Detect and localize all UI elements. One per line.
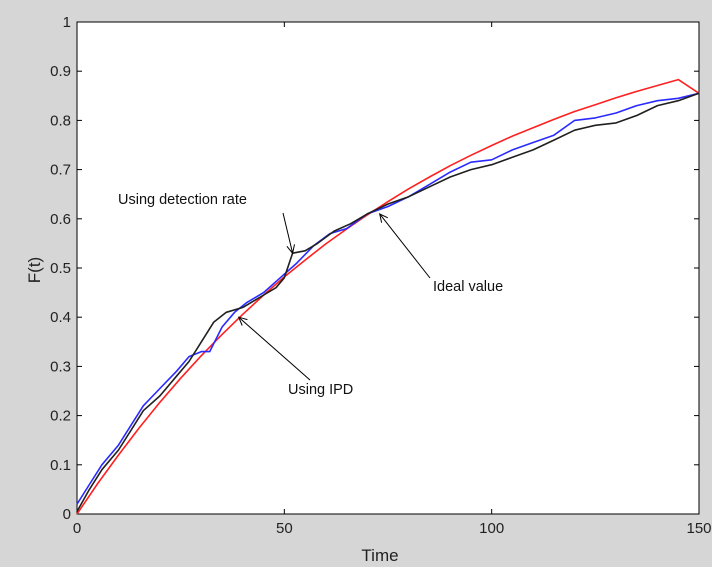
y-tick-label: 0.3 (50, 358, 71, 375)
x-tick-label: 100 (479, 520, 504, 537)
y-tick-label: 0.2 (50, 408, 71, 425)
y-tick-label: 0 (63, 506, 71, 523)
y-tick-label: 1 (63, 14, 71, 31)
annotation-using-detection-rate: Using detection rate (118, 192, 247, 208)
x-tick-label: 0 (73, 520, 81, 537)
series-line-ideal-value (76, 78, 700, 515)
annotation-arrow (379, 213, 431, 279)
annotation-ideal-value: Ideal value (433, 279, 503, 295)
annotation-arrowhead (237, 316, 248, 326)
y-tick-label: 0.6 (50, 211, 71, 228)
annotation-arrowhead (378, 213, 389, 223)
y-tick-label: 0.8 (50, 112, 71, 129)
y-axis-title: F(t) (25, 257, 44, 283)
y-tick-label: 0.7 (50, 162, 71, 179)
plot-area (76, 21, 700, 515)
annotation-arrow (238, 316, 311, 381)
y-tick-label: 0.1 (50, 457, 71, 474)
annotation-using-ipd: Using IPD (288, 382, 353, 398)
x-tick-label: 50 (276, 520, 293, 537)
x-axis-title: Time (361, 546, 398, 565)
annotation-arrow (282, 212, 294, 254)
y-tick-label: 0.4 (50, 309, 71, 326)
x-tick-label: 150 (686, 520, 711, 537)
series-line-using-detection-rate (76, 92, 700, 512)
y-tick-label: 0.9 (50, 63, 71, 80)
y-tick-label: 0.5 (50, 260, 71, 277)
annotation-arrowhead (286, 244, 295, 255)
